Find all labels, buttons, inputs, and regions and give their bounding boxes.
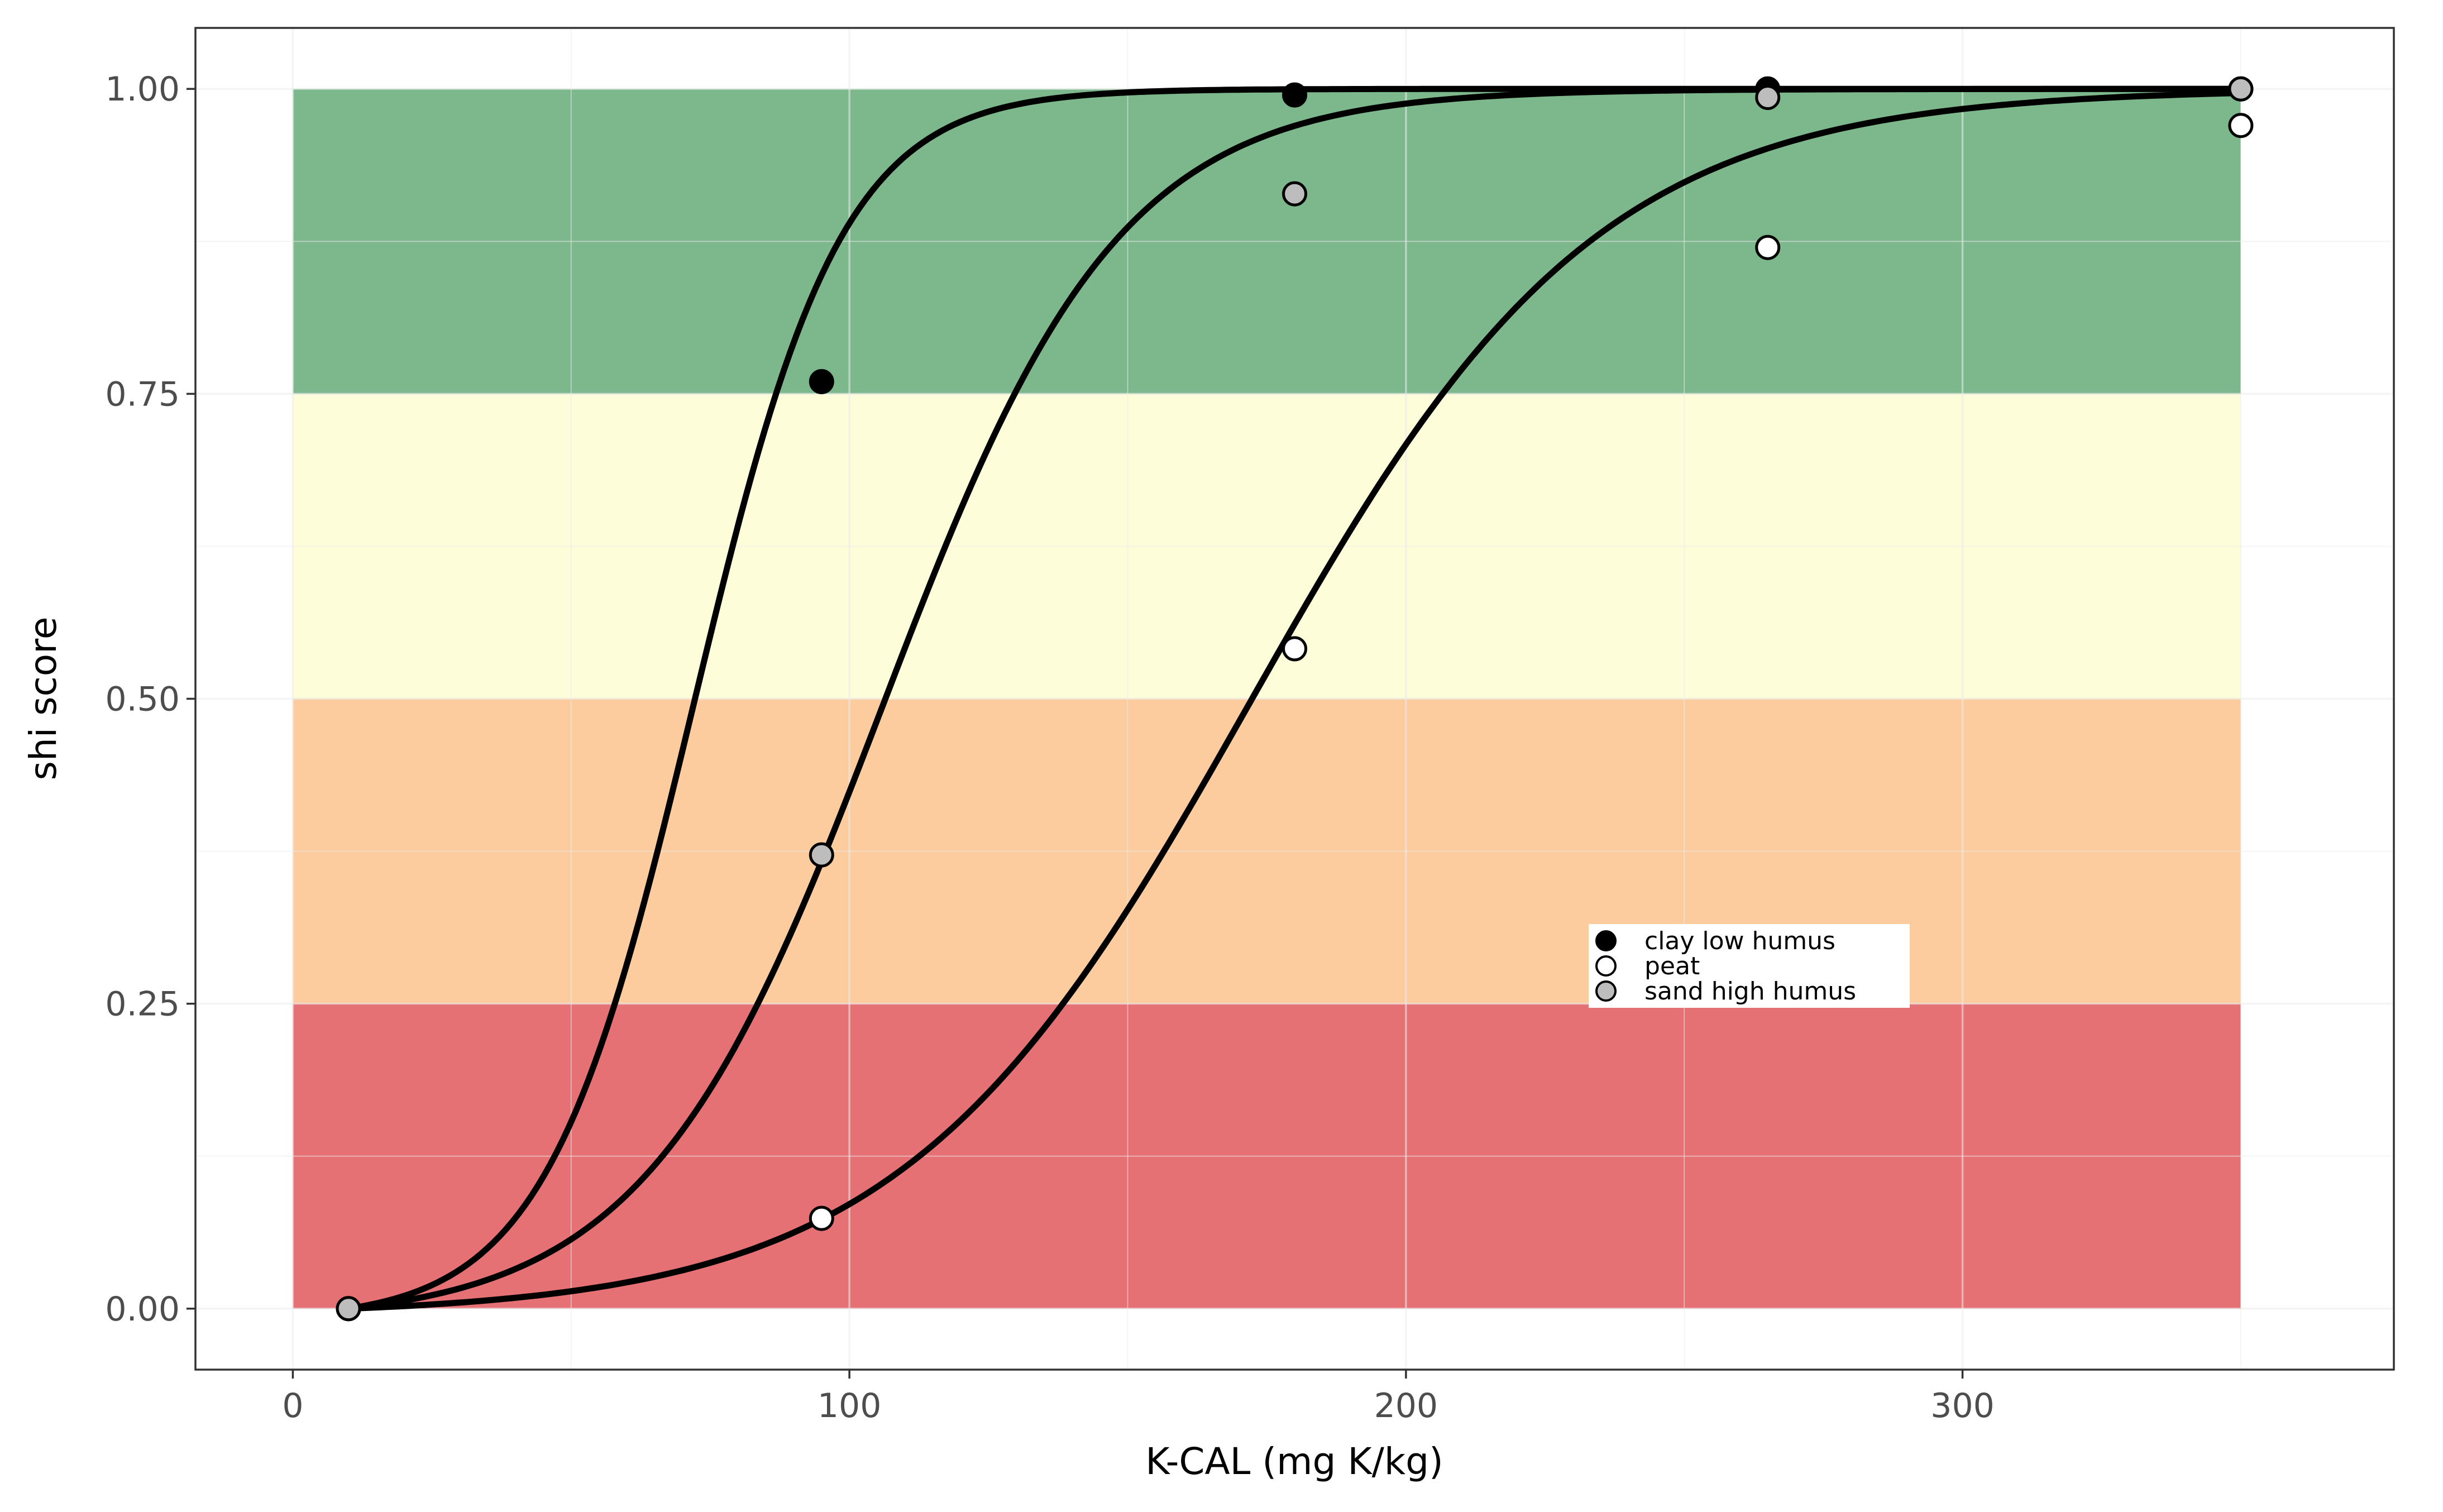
legend-key-clay-low-humus [1595,930,1617,951]
data-points [336,76,2254,1322]
legend-key-sand-high-humus [1595,980,1617,1002]
data-point-sand-high-humus [2228,76,2254,102]
legend-background [1589,924,1910,1008]
legend-key-peat [1595,955,1617,977]
curve-sand-high-humus [345,85,2244,1312]
x-tick-label: 200 [1374,1386,1438,1425]
y-axis: 0.00 0.25 0.50 0.75 1.00 [105,70,195,1329]
x-tick-label: 300 [1930,1386,1995,1425]
y-tick-label: 0.75 [105,375,180,414]
y-tick-label: 0.25 [105,985,180,1024]
y-tick-label: 1.00 [105,70,180,109]
data-point-peat [1282,636,1307,662]
curve-peat [345,90,2244,1312]
x-tick-label: 100 [817,1386,882,1425]
x-tick-label: 0 [282,1386,303,1425]
legend-label: clay low humus [1644,927,1835,955]
legend-label: peat [1644,952,1700,980]
data-point-peat [809,1205,834,1231]
data-point-sand-high-humus [1282,181,1307,207]
data-point-clay-low-humus [809,369,834,395]
y-axis-title: shi score [22,617,65,781]
data-point-peat [1755,235,1781,260]
x-axis-title: K-CAL (mg K/kg) [1145,1440,1443,1483]
legend-label: sand high humus [1644,977,1856,1006]
y-tick-label: 0.00 [105,1290,180,1329]
data-point-clay-low-humus [1282,82,1307,108]
x-axis: 0 100 200 300 [282,1370,1995,1425]
data-point-sand-high-humus [1755,85,1781,111]
y-tick-label: 0.50 [105,680,180,719]
gridlines [195,28,2394,1370]
data-point-sand-high-humus [336,1296,361,1322]
data-point-peat [2228,113,2254,138]
data-point-sand-high-humus [809,842,834,868]
